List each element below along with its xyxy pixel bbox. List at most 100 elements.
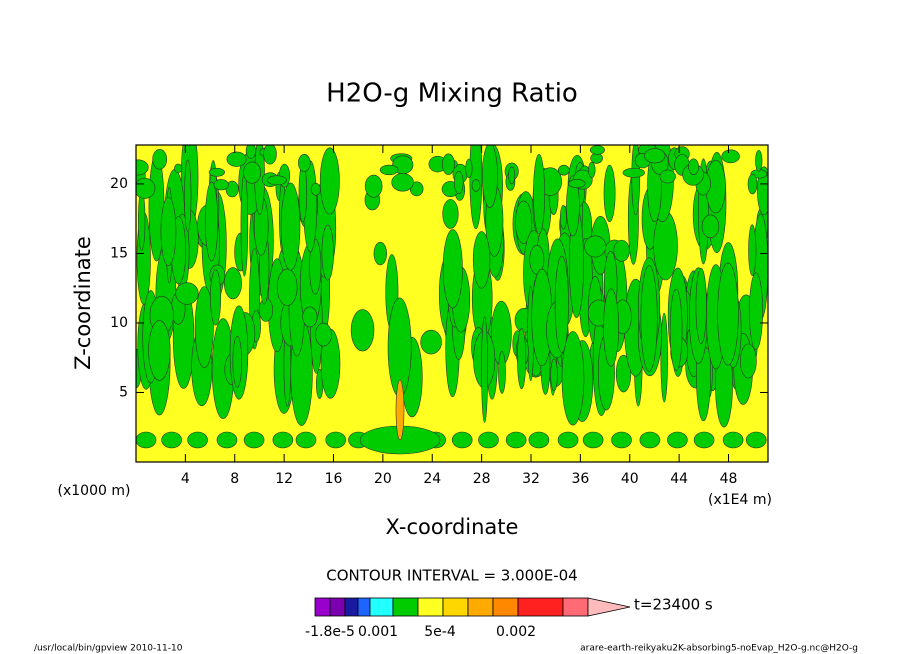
- colorbar-swatch: [329, 597, 346, 617]
- field-blob: [533, 154, 545, 235]
- x-tick-label: 4: [181, 471, 190, 487]
- field-blob: [298, 153, 311, 172]
- x-tick-label: 8: [230, 471, 239, 487]
- field-blob: [554, 255, 569, 353]
- field-blob: [136, 177, 156, 199]
- field-blob: [568, 179, 586, 189]
- field-blob: [266, 175, 287, 186]
- field-blob: [213, 179, 229, 191]
- colorbar-swatch: [369, 597, 394, 617]
- field-blob: [747, 173, 758, 195]
- y-unit: (x1000 m): [58, 483, 131, 499]
- field-blob: [310, 182, 321, 196]
- field-blob: [693, 431, 715, 449]
- x-tick-label: 16: [325, 471, 343, 487]
- field-blob: [505, 431, 527, 449]
- field-blob: [517, 328, 527, 390]
- field-blob: [589, 145, 605, 155]
- colorbar-swatch: [467, 597, 494, 617]
- field-blob: [391, 173, 414, 192]
- field-blob: [529, 244, 545, 275]
- x-tick-label: 48: [720, 471, 738, 487]
- field-blob: [528, 431, 550, 449]
- field-blob: [152, 149, 168, 170]
- colorbar-label: 0.002: [496, 624, 536, 640]
- field-blob: [566, 175, 580, 237]
- field-blob: [280, 182, 301, 271]
- field-blob: [717, 262, 739, 366]
- chart-title: H2O-g Mixing Ratio: [326, 79, 578, 109]
- field-blob: [653, 210, 678, 281]
- field-blob: [755, 149, 763, 172]
- field-blob: [550, 358, 558, 392]
- y-tick-label: 10: [110, 315, 128, 331]
- field-blob: [205, 181, 219, 262]
- colorbar-extension: [587, 597, 631, 617]
- field-blob: [481, 145, 498, 208]
- x-tick-label: 32: [522, 471, 540, 487]
- field-blob: [745, 431, 767, 449]
- colorbar-swatch: [492, 597, 519, 617]
- field-blob: [611, 431, 632, 449]
- colorbar-swatch: [417, 597, 444, 617]
- field-blob: [174, 163, 183, 173]
- plot-frame: [135, 144, 769, 463]
- field-blob: [194, 286, 214, 368]
- colorbar-swatch: [344, 597, 359, 617]
- field-blob: [469, 145, 483, 230]
- field-blob: [187, 431, 208, 449]
- x-tick-label: 24: [423, 471, 441, 487]
- field-blob: [364, 174, 383, 198]
- field-blob: [603, 164, 616, 222]
- field-blob: [321, 224, 334, 281]
- x-tick-label: 44: [670, 471, 688, 487]
- field-blob: [136, 431, 157, 449]
- field-blob: [442, 199, 459, 229]
- field-blob: [615, 354, 632, 393]
- field-blob: [148, 320, 171, 381]
- field-blob: [350, 309, 375, 352]
- x-axis-label: X-coordinate: [386, 515, 519, 539]
- colorbar-swatch: [442, 597, 469, 617]
- colorbar-swatch: [517, 597, 564, 617]
- field-blob: [478, 431, 499, 449]
- field-blob: [669, 288, 683, 371]
- field-blob: [319, 147, 340, 215]
- contour-interval: CONTOUR INTERVAL = 3.000E-04: [326, 567, 577, 585]
- field-blob: [582, 431, 604, 449]
- field-blob: [561, 331, 585, 426]
- field-blob: [639, 431, 661, 449]
- colorbar-swatch: [357, 597, 371, 617]
- x-tick-label: 36: [571, 471, 589, 487]
- field-blob: [557, 431, 579, 449]
- field-blob: [136, 159, 149, 176]
- colorbar-label: 0.001: [358, 624, 398, 640]
- x-tick-label: 12: [275, 471, 293, 487]
- field-blob: [325, 431, 347, 449]
- y-tick-label: 15: [110, 245, 128, 261]
- field-blob: [481, 316, 488, 423]
- field-blob: [420, 329, 442, 355]
- field-blob: [740, 343, 757, 379]
- footer-left: /usr/local/bin/gpview 2010-11-10: [34, 644, 183, 654]
- field-blob: [216, 431, 238, 449]
- field-blob: [451, 431, 473, 449]
- field-blob: [613, 239, 630, 262]
- field-blob: [721, 149, 740, 164]
- field-blob: [588, 161, 596, 178]
- field-blob: [245, 145, 257, 159]
- field-blob: [515, 200, 533, 244]
- field-blob: [465, 158, 473, 178]
- field-blob: [243, 431, 265, 449]
- y-tick-label: 20: [110, 176, 128, 192]
- field-blob: [584, 235, 607, 258]
- field-blob: [224, 267, 242, 300]
- contour-field: [136, 145, 768, 462]
- field-blob: [240, 173, 249, 277]
- field-blob: [701, 214, 720, 239]
- field-blob: [395, 379, 405, 441]
- field-blob: [184, 159, 192, 233]
- x-tick-label: 20: [374, 471, 392, 487]
- field-blob: [442, 153, 455, 175]
- field-blob: [590, 152, 603, 164]
